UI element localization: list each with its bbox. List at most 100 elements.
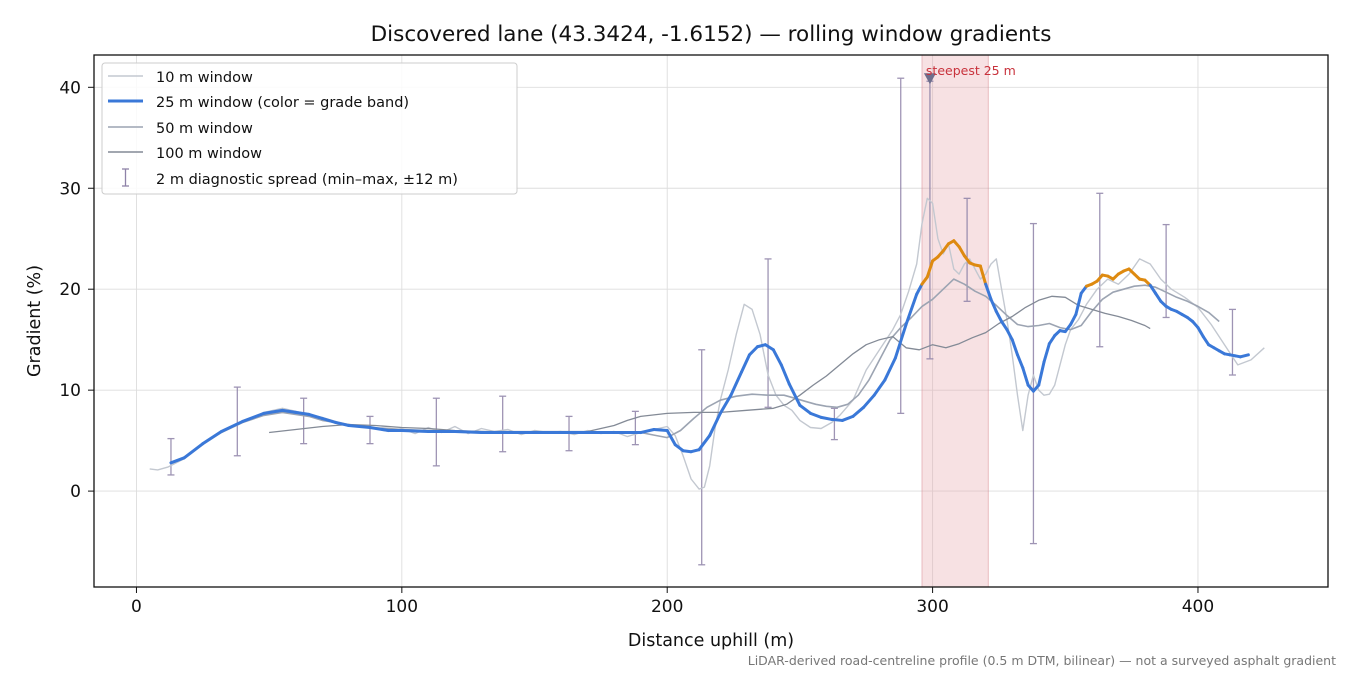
series-25m-segment — [1042, 342, 1051, 364]
spread-bar — [1162, 223, 1170, 319]
series-25m-segment — [1238, 353, 1250, 359]
spread-bar — [167, 437, 175, 476]
y-tick-label: 0 — [70, 482, 81, 502]
legend-label-50m: 50 m window — [156, 121, 253, 137]
series-25m-segment — [798, 403, 813, 415]
series-25m-segment — [347, 423, 372, 430]
spread-bar — [499, 395, 507, 453]
footnote: LiDAR-derived road-centreline profile (0… — [748, 653, 1336, 668]
steepest-band — [921, 54, 989, 588]
series-25m-segment — [893, 323, 908, 360]
series-25m-segment — [241, 411, 266, 423]
y-axis-label: Gradient (%) — [25, 265, 45, 377]
spread-bar — [1029, 222, 1037, 545]
series-25m-segment — [1154, 291, 1163, 303]
series-25m-segment — [708, 411, 722, 438]
legend-label-10m: 10 m window — [156, 70, 253, 86]
diagnostic-spread-bars — [167, 77, 1236, 566]
series-25m-segment — [280, 408, 298, 414]
legend: 10 m window 25 m window (color = grade b… — [101, 62, 518, 195]
grid-lines — [94, 55, 1328, 587]
series-25m-segment — [294, 410, 311, 416]
series-100m-line — [269, 295, 1151, 434]
series-25m-segment — [763, 343, 775, 352]
series-25m-segment — [904, 292, 919, 327]
series-25m-segment — [1069, 312, 1078, 327]
series-25m-segment — [779, 363, 791, 386]
series-25m-segment — [957, 245, 966, 258]
spread-bar — [963, 197, 971, 302]
x-tick-label: 200 — [651, 597, 683, 617]
series-25m-segment — [1021, 366, 1030, 387]
series-25m-segment — [925, 259, 935, 279]
y-tick-label: 30 — [59, 179, 81, 199]
spread-bar — [300, 397, 308, 445]
steepest-label: steepest 25 m — [926, 63, 1016, 78]
series-25m-segment — [262, 408, 284, 415]
legend-label-100m: 100 m window — [156, 146, 262, 162]
series-25m-segment — [368, 426, 391, 433]
series-25m-segment — [771, 348, 783, 367]
series-25m-line — [169, 239, 1250, 465]
series-50m-line — [202, 278, 1220, 445]
series-25m-segment — [697, 434, 712, 452]
spread-bar — [366, 415, 374, 445]
series-25m-segment — [665, 429, 677, 447]
series-25m-segment — [787, 382, 802, 407]
spread-bar — [830, 407, 838, 441]
series-25m-segment — [915, 282, 924, 296]
legend-label-25m: 25 m window (color = grade band) — [156, 95, 409, 111]
series-25m-segment — [1201, 335, 1211, 347]
series-25m-segment — [862, 393, 876, 409]
series-25m-segment — [673, 443, 685, 453]
series-25m-segment — [747, 345, 759, 357]
series-25m-segment — [182, 442, 205, 460]
spread-bar — [764, 258, 772, 408]
series-25m-segment — [639, 428, 656, 435]
series-25m-segment — [740, 353, 751, 374]
series-25m-segment — [1196, 326, 1205, 339]
series-25m-segment — [201, 430, 223, 446]
x-tick-label: 0 — [131, 597, 142, 617]
series-25m-segment — [718, 393, 733, 415]
legend-label-spread: 2 m diagnostic spread (min–max, ±12 m) — [156, 172, 458, 188]
plot-frame — [93, 54, 1329, 588]
series-25m-segment — [978, 264, 988, 286]
legend-swatch-spread-icon — [122, 168, 129, 187]
x-axis-ticks: 0 100 200 300 400 — [131, 587, 1214, 617]
series-25m-segment — [989, 297, 998, 313]
series-25m-segment — [840, 414, 855, 422]
series-25m-segment — [1047, 334, 1057, 346]
series-25m-segment — [307, 412, 324, 420]
legend-box — [101, 62, 518, 195]
series-25m-segment — [994, 309, 1004, 324]
series-25m-segment — [333, 420, 351, 427]
series-25m-segment — [872, 378, 887, 397]
series-10m-line — [149, 197, 1265, 490]
spread-bar — [1228, 308, 1236, 376]
x-axis-label: Distance uphill (m) — [628, 631, 794, 651]
series-lines — [149, 197, 1265, 490]
series-25m-segment — [400, 429, 430, 434]
series-25m-segment — [809, 411, 823, 419]
chart-title: Discovered lane (43.3424, -1.6152) — rol… — [371, 22, 1052, 47]
series-25m-segment — [1037, 360, 1046, 387]
y-axis-ticks: 0 10 20 30 40 — [59, 78, 94, 502]
steepest-marker-icon — [923, 73, 936, 85]
series-25m-segment — [830, 417, 844, 422]
series-25m-segment — [1148, 283, 1158, 295]
y-tick-label: 10 — [59, 381, 81, 401]
series-25m-segment — [453, 430, 483, 435]
spread-bar — [233, 386, 241, 457]
series-25m-segment — [320, 416, 337, 424]
series-25m-segment — [652, 428, 669, 433]
series-25m-segment — [1074, 291, 1083, 316]
y-tick-label: 20 — [59, 280, 81, 300]
series-25m-segment — [1005, 328, 1014, 342]
series-25m-segment — [883, 356, 897, 382]
spread-bar — [897, 77, 905, 415]
series-25m-segment — [1000, 320, 1009, 332]
spread-bar — [1096, 192, 1104, 348]
y-tick-label: 40 — [59, 78, 81, 98]
